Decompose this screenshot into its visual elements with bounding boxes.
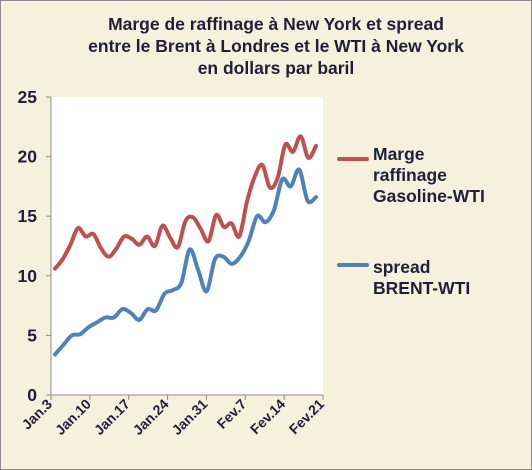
legend-text-line: raffinage [373, 165, 447, 185]
x-tick-label: Jan.24 [130, 396, 172, 438]
y-tick-label: 0 [27, 385, 37, 405]
chart-title: Marge de raffinage à New York et spread … [41, 13, 511, 79]
plot-area [51, 97, 323, 395]
x-tick-label: Jan.17 [91, 396, 133, 438]
y-tick-label: 20 [18, 147, 38, 167]
x-tick-label: Fev.7 [214, 396, 250, 432]
chart-title-line-1: Marge de raffinage à New York et spread [108, 14, 444, 34]
legend-label-marge: Marge raffinage Gasoline-WTI [373, 144, 485, 207]
x-tick-label: Fev.21 [286, 396, 328, 438]
y-tick-label: 10 [18, 266, 38, 286]
x-tick-label: Jan.10 [52, 396, 94, 438]
chart-title-line-2: entre le Brent à Londres et le WTI à New… [88, 36, 464, 56]
x-tick-label: Fev.14 [247, 396, 289, 438]
series-line-spread-brent-wti [53, 167, 318, 357]
chart-title-line-3: en dollars par baril [197, 58, 355, 78]
legend-label-spread: spread BRENT-WTI [373, 257, 470, 299]
legend-text-line: spread [373, 257, 431, 277]
y-tick-label: 25 [18, 87, 38, 107]
series-line-marge-raffinage [53, 134, 318, 271]
legend-text-line: BRENT-WTI [373, 278, 471, 298]
legend-text-line: Gasoline-WTI [373, 186, 485, 206]
y-tick-label: 15 [18, 206, 38, 226]
y-tick-label: 5 [27, 325, 37, 345]
x-tick-label: Jan.31 [168, 396, 210, 438]
legend-text-line: Marge [373, 144, 425, 164]
